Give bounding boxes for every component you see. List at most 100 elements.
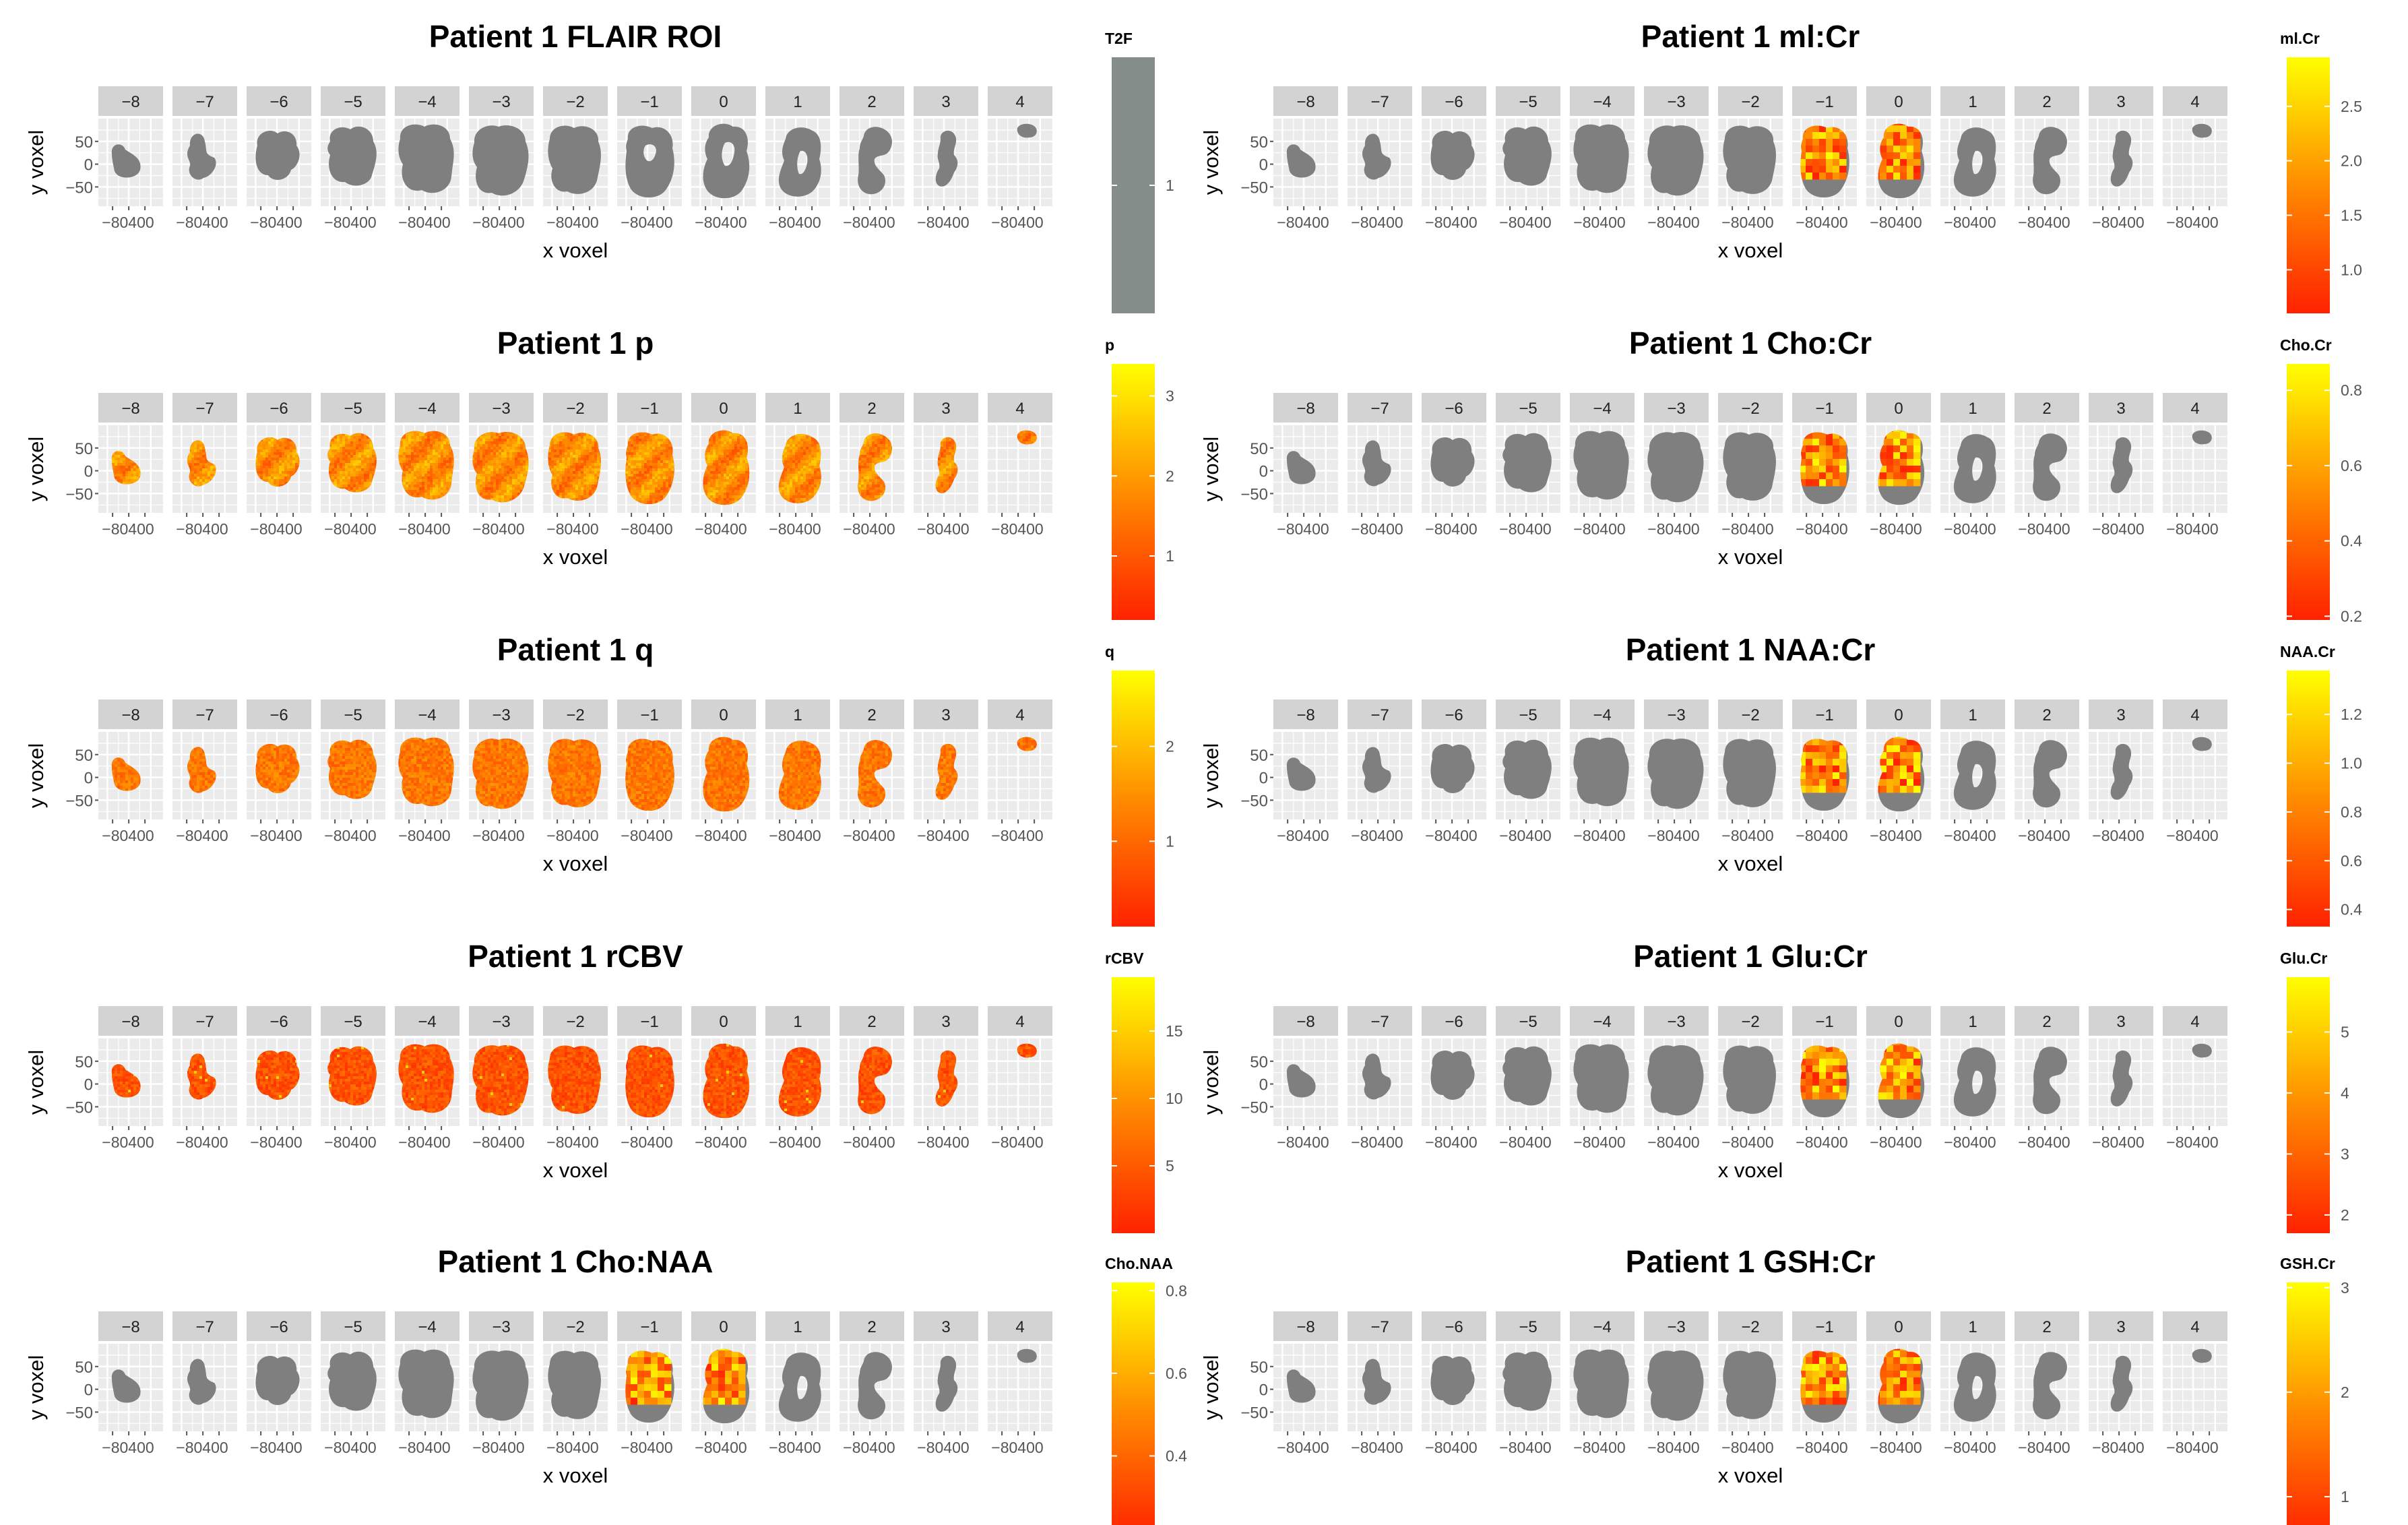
heat-cell — [191, 468, 195, 472]
heat-cell — [430, 447, 433, 450]
heat-cell — [477, 471, 480, 474]
heat-cell — [191, 482, 195, 485]
heat-cell — [403, 474, 406, 477]
heat-cell — [367, 441, 370, 445]
heat-cell — [268, 460, 272, 464]
heat-cell — [350, 449, 354, 453]
heat-cell — [474, 460, 478, 464]
heat-cell — [348, 444, 351, 447]
heat-cell — [112, 463, 115, 466]
heat-cell — [340, 485, 343, 488]
heat-cell — [507, 444, 510, 447]
heat-cell — [416, 487, 420, 491]
heat-cell — [443, 452, 447, 456]
heat-cell — [493, 476, 497, 480]
heat-cell — [263, 458, 266, 461]
facet-4: −4−80400 — [395, 393, 460, 538]
facet-0: −8−80400 — [98, 86, 163, 231]
heat-cell — [477, 436, 480, 439]
heat-cell — [408, 436, 412, 439]
heat-cell — [419, 436, 422, 439]
heat-cell — [443, 474, 447, 477]
heat-cell — [438, 476, 441, 480]
heat-cell — [477, 458, 480, 461]
heat-cell — [433, 487, 436, 491]
heat-cell — [372, 466, 375, 469]
heat-cell — [507, 455, 510, 458]
heat-cell — [493, 479, 497, 483]
heat-cell — [340, 474, 343, 477]
heat-cell — [271, 474, 274, 477]
heat-cell — [490, 439, 494, 442]
heat-cell — [125, 482, 129, 485]
heat-cell — [276, 474, 280, 477]
heat-cell — [411, 444, 414, 447]
heat-cell — [263, 460, 266, 464]
heat-cell — [504, 487, 507, 491]
facet-label: −2 — [566, 93, 584, 111]
heat-cell — [257, 468, 261, 472]
heat-cell — [117, 452, 121, 456]
heat-cell — [446, 452, 449, 456]
heat-cell — [430, 498, 433, 500]
heat-cell — [276, 468, 280, 472]
heat-cell — [367, 449, 370, 453]
y-tick-label: 0 — [84, 463, 93, 481]
heat-cell — [477, 479, 480, 483]
heat-cell — [430, 487, 433, 491]
heat-cell — [123, 460, 126, 464]
heat-cell — [482, 487, 486, 491]
heat-cell — [422, 482, 425, 485]
heat-cell — [375, 460, 377, 464]
heat-cell — [488, 482, 491, 485]
heat-cell — [443, 479, 447, 483]
heat-cell — [361, 471, 365, 474]
heat-cell — [490, 432, 494, 434]
heat-cell — [292, 449, 296, 453]
heat-cell — [369, 441, 373, 445]
heat-cell — [406, 490, 409, 493]
heat-cell — [490, 468, 494, 472]
heat-cell — [136, 476, 139, 480]
heat-cell — [499, 487, 502, 491]
heat-cell — [419, 479, 422, 483]
heat-cell — [408, 490, 412, 493]
facet-label: −6 — [270, 93, 288, 111]
heat-cell — [329, 449, 332, 453]
heat-cell — [356, 458, 359, 461]
heat-cell — [342, 479, 346, 483]
heat-cell — [419, 487, 422, 491]
heat-cell — [499, 444, 502, 447]
heat-cell — [403, 449, 406, 453]
heat-cell — [329, 463, 332, 466]
heat-cell — [493, 444, 497, 447]
heat-cell — [403, 476, 406, 480]
heat-cell — [202, 468, 205, 472]
heat-cell — [133, 468, 137, 472]
heat-cell — [263, 474, 266, 477]
heat-cell — [493, 432, 497, 434]
heat-cell — [358, 447, 362, 450]
heat-cell — [375, 466, 377, 469]
heat-cell — [411, 485, 414, 488]
heat-cell — [504, 447, 507, 450]
slice-region — [472, 125, 529, 196]
heat-cell — [361, 474, 365, 477]
heat-cell — [128, 463, 131, 466]
heat-cell — [191, 452, 195, 456]
heat-cell — [504, 455, 507, 458]
heat-cell — [408, 441, 412, 445]
heat-cell — [416, 439, 420, 442]
heat-cell — [358, 436, 362, 439]
heat-cell — [350, 452, 354, 456]
heat-cell — [257, 447, 261, 450]
heat-cell — [263, 476, 266, 480]
heat-cell — [449, 458, 452, 461]
heat-cell — [290, 439, 293, 442]
heat-cell — [424, 460, 428, 464]
heat-cell — [435, 468, 439, 472]
heat-cell — [356, 436, 359, 439]
heat-cell — [334, 474, 338, 477]
heat-cell — [496, 474, 499, 477]
heat-cell — [189, 468, 192, 472]
